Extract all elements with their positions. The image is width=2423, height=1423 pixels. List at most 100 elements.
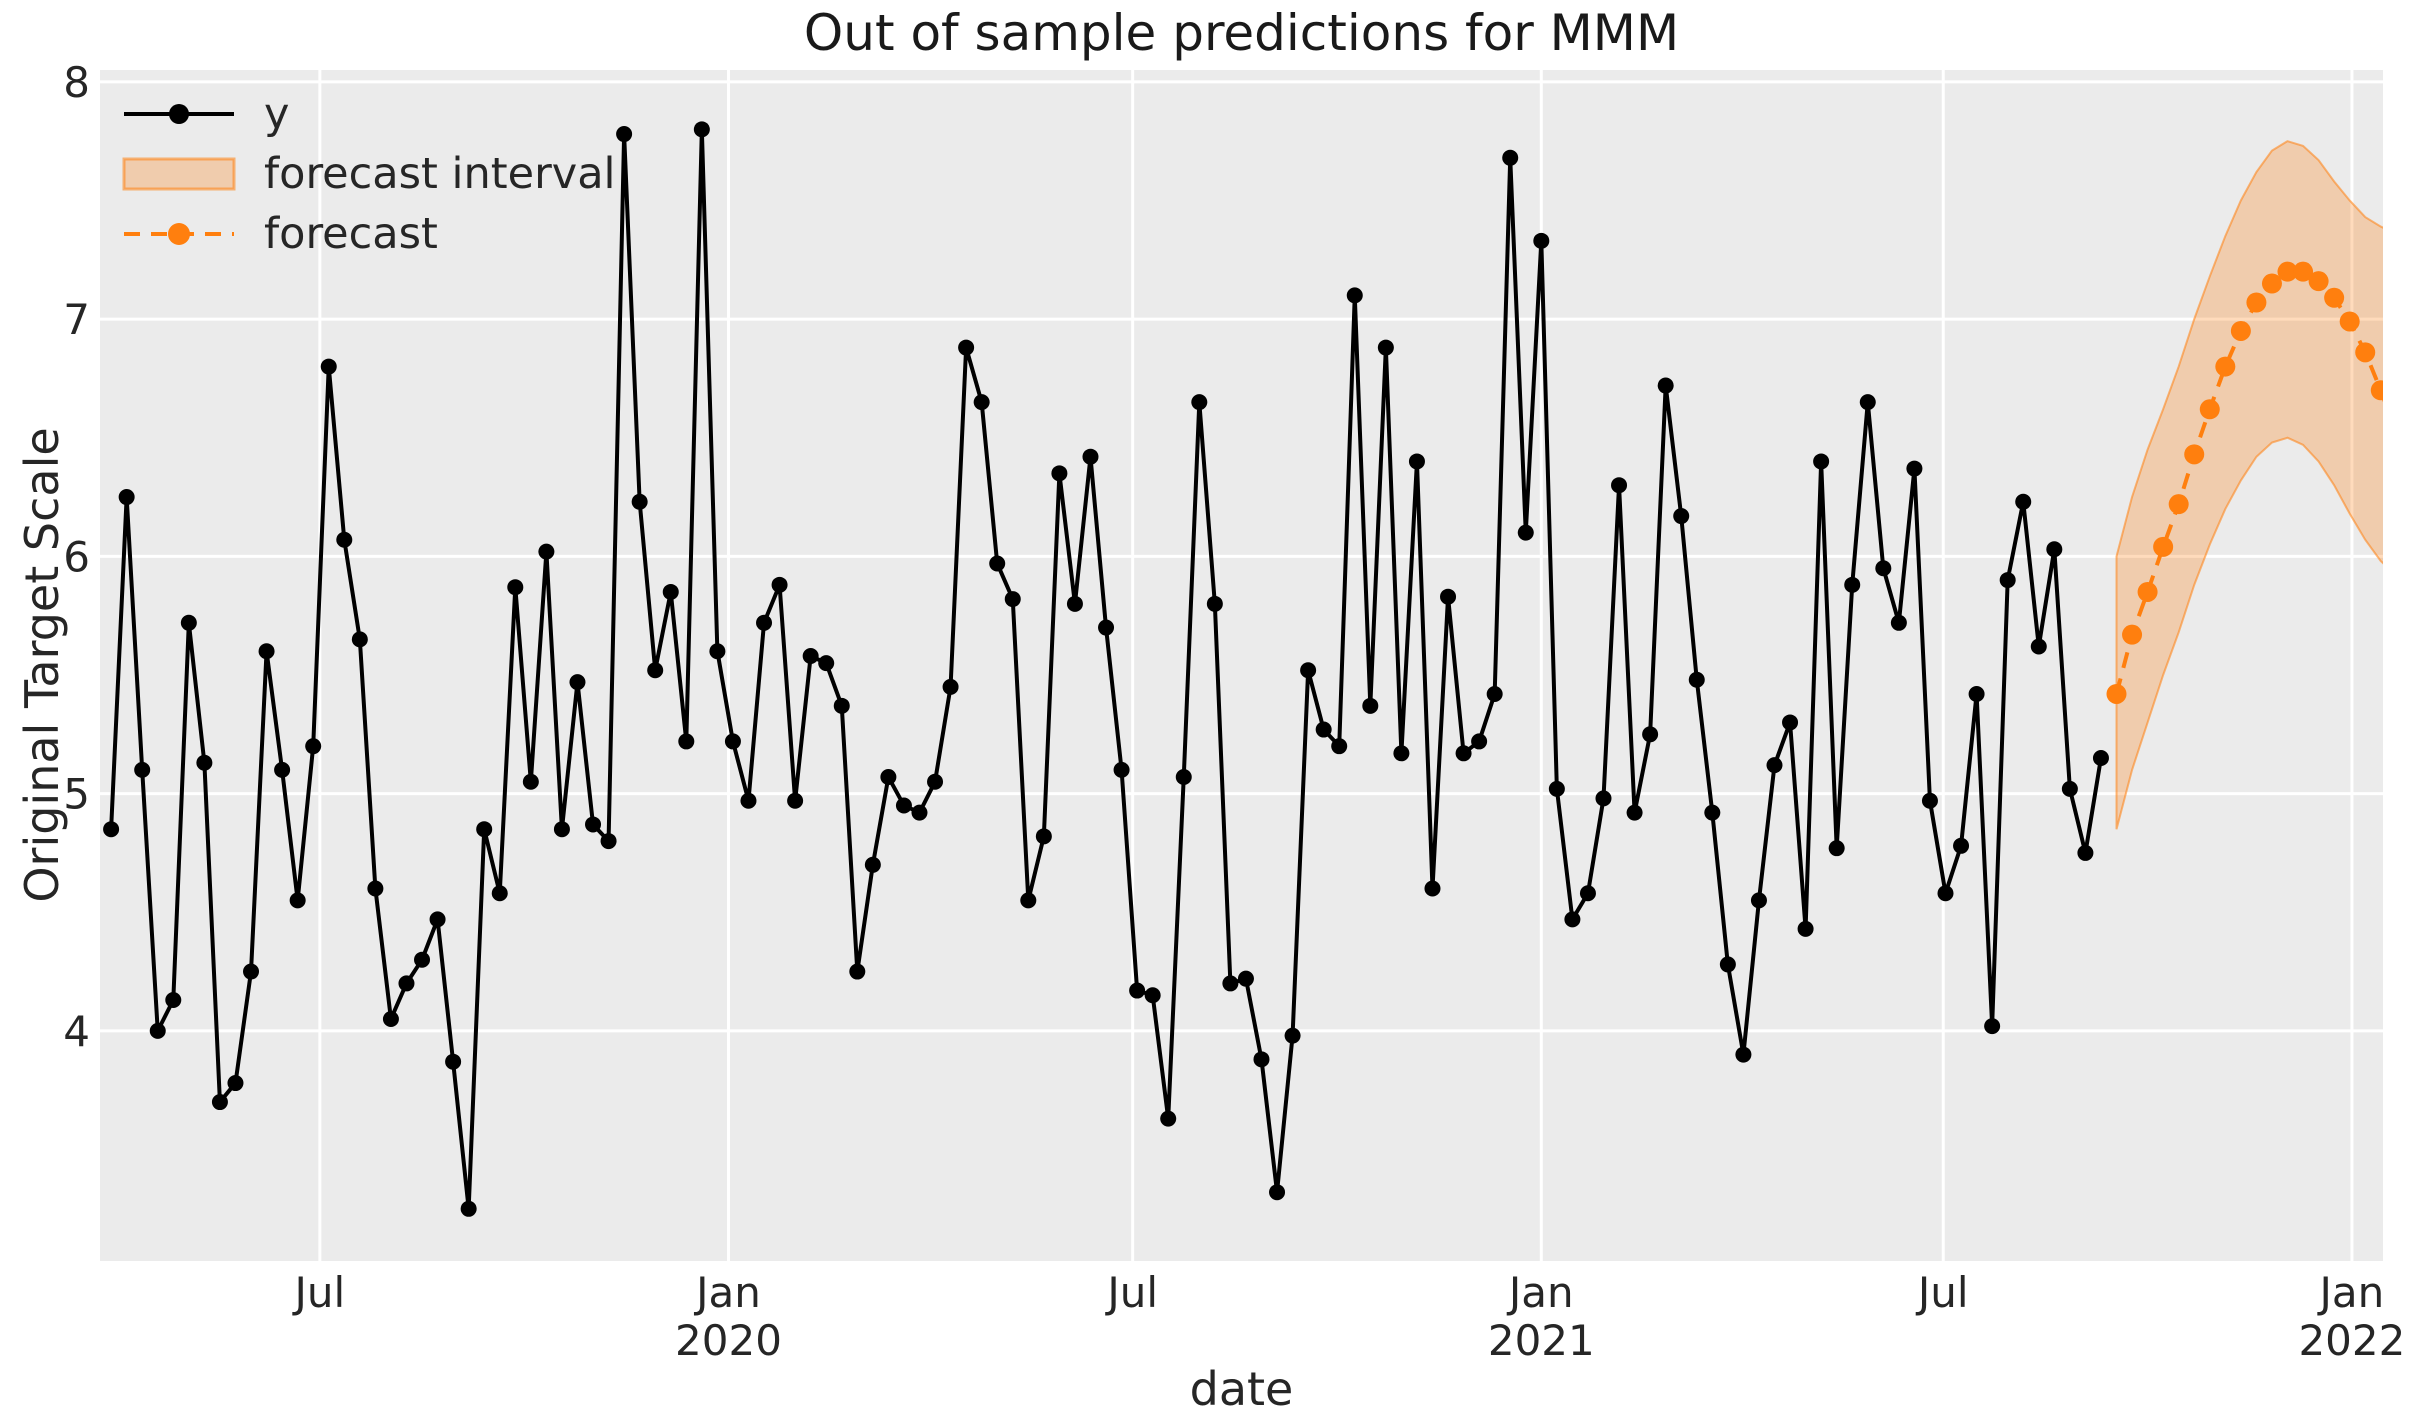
- y-marker: [445, 1053, 462, 1070]
- y-marker: [818, 655, 835, 672]
- y-marker: [1719, 956, 1736, 973]
- y-marker: [1191, 394, 1208, 411]
- y-marker: [258, 643, 275, 660]
- y-marker: [927, 773, 944, 790]
- y-marker: [1082, 448, 1099, 465]
- y-marker: [1020, 892, 1037, 909]
- y-marker: [1673, 508, 1690, 525]
- y-marker: [569, 674, 586, 691]
- y-marker: [1098, 619, 1115, 636]
- forecast-marker: [2308, 271, 2329, 292]
- x-tick-label: Jan: [693, 1268, 761, 1317]
- y-tick-label: 8: [63, 58, 90, 107]
- y-marker: [2077, 844, 2094, 861]
- forecast-marker: [2246, 292, 2267, 313]
- x-tick-label: Jul: [1915, 1268, 1969, 1317]
- y-marker: [1253, 1051, 1270, 1068]
- forecast-marker: [2153, 536, 2174, 557]
- forecast-marker: [2293, 261, 2314, 282]
- y-marker: [1984, 1018, 2001, 1035]
- x-tick-year-label: 2021: [1488, 1316, 1595, 1365]
- forecast-interval-band: [2115, 140, 2383, 830]
- y-marker: [1813, 453, 1830, 470]
- y-marker: [1704, 804, 1721, 821]
- y-marker: [398, 975, 415, 992]
- y-marker: [1160, 1110, 1177, 1127]
- y-marker: [662, 583, 679, 600]
- y-marker: [756, 614, 773, 631]
- y-marker: [1113, 761, 1130, 778]
- y-marker: [678, 733, 695, 750]
- y-marker: [289, 892, 306, 909]
- y-tick-label: 7: [63, 295, 90, 344]
- y-marker: [942, 678, 959, 695]
- forecast-marker: [2137, 581, 2158, 602]
- y-marker: [227, 1075, 244, 1092]
- y-marker: [771, 576, 788, 593]
- y-marker: [833, 697, 850, 714]
- y-marker: [958, 339, 975, 356]
- y-marker: [134, 761, 151, 778]
- y-marker: [1471, 733, 1488, 750]
- y-marker: [118, 489, 135, 506]
- y-marker: [1517, 524, 1534, 541]
- y-marker: [1175, 769, 1192, 786]
- y-marker: [1859, 394, 1876, 411]
- x-tick-label: Jan: [1506, 1268, 1574, 1317]
- y-marker: [165, 992, 182, 1009]
- y-marker: [1579, 885, 1596, 902]
- y-marker: [1626, 804, 1643, 821]
- y-marker: [1502, 149, 1519, 166]
- y-tick-label: 4: [63, 1007, 90, 1056]
- forecast-marker: [2339, 311, 2360, 332]
- y-marker: [1269, 1184, 1286, 1201]
- y-marker: [2015, 493, 2032, 510]
- y-marker: [320, 358, 337, 375]
- forecast-marker: [2184, 444, 2205, 465]
- plot-area: [100, 70, 2383, 1261]
- y-marker: [1766, 757, 1783, 774]
- y-marker: [895, 797, 912, 814]
- y-marker: [740, 792, 757, 809]
- y-marker: [1533, 232, 1550, 249]
- y-marker: [414, 951, 431, 968]
- y-marker: [2046, 541, 2063, 558]
- forecast-marker: [2355, 342, 2376, 363]
- x-tick-year-label: 2020: [675, 1316, 782, 1365]
- y-marker: [211, 1094, 228, 1111]
- filled-patch-icon: [122, 157, 236, 191]
- x-axis-label: date: [1189, 1362, 1294, 1416]
- legend-label-forecast-interval: forecast interval: [264, 149, 616, 199]
- y-marker: [1611, 477, 1628, 494]
- forecast-marker: [2370, 380, 2383, 401]
- y-marker: [647, 662, 664, 679]
- y-marker: [1548, 780, 1565, 797]
- y-marker: [1875, 560, 1892, 577]
- y-marker: [1688, 671, 1705, 688]
- y-marker: [1035, 828, 1052, 845]
- y-marker: [1362, 697, 1379, 714]
- y-marker: [600, 833, 617, 850]
- y-axis-label: Original Target Scale: [15, 427, 69, 903]
- y-marker: [1424, 880, 1441, 897]
- forecast-marker: [2106, 683, 2127, 704]
- y-marker: [367, 880, 384, 897]
- y-marker: [336, 531, 353, 548]
- y-marker: [880, 769, 897, 786]
- forecast-marker: [2215, 356, 2236, 377]
- y-marker: [1906, 460, 1923, 477]
- y-marker: [429, 911, 446, 928]
- y-marker: [1346, 287, 1363, 304]
- y-marker: [1300, 662, 1317, 679]
- y-marker: [1237, 970, 1254, 987]
- y-marker: [1797, 920, 1814, 937]
- y-marker: [103, 821, 120, 838]
- x-tick-year-label: 2022: [2298, 1316, 2405, 1365]
- y-marker: [476, 821, 493, 838]
- y-marker: [1968, 685, 1985, 702]
- y-tick-label: 5: [63, 770, 90, 819]
- y-marker: [787, 792, 804, 809]
- y-marker: [1331, 738, 1348, 755]
